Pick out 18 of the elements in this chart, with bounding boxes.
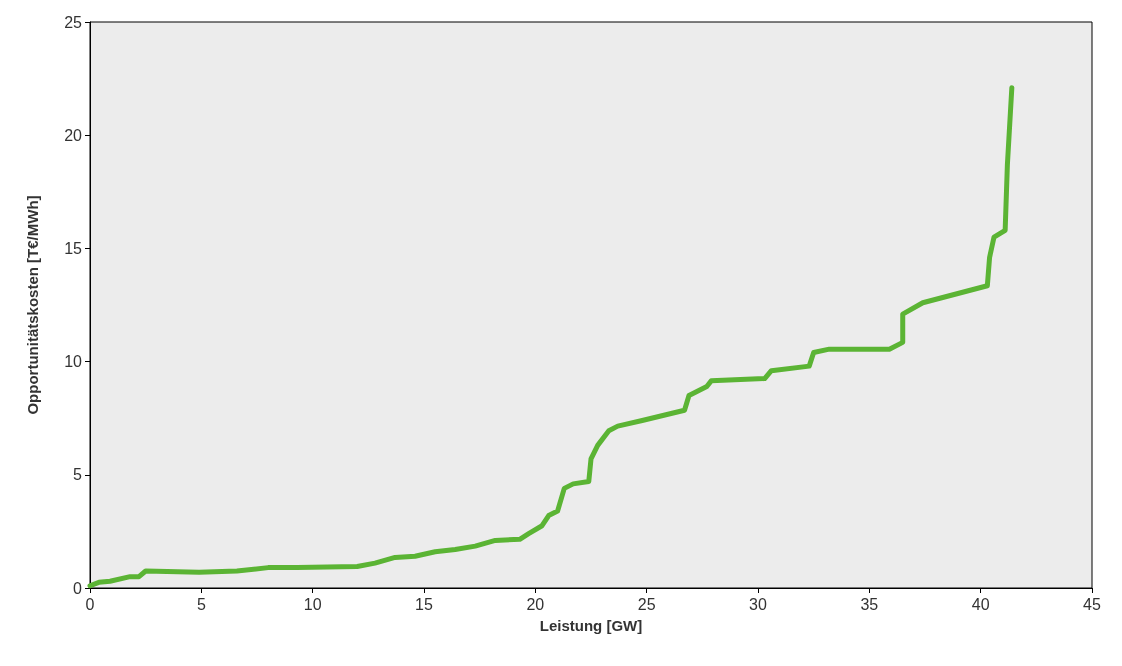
x-tick-label: 0 [85, 595, 95, 613]
y-tick-label: 5 [73, 466, 83, 484]
x-tick-label: 10 [303, 595, 322, 613]
y-tick-label: 15 [64, 239, 83, 257]
x-tick-label: 40 [971, 595, 990, 613]
x-tick-label: 15 [415, 595, 433, 613]
x-tick-label: 20 [526, 595, 545, 613]
y-tick-label: 20 [64, 126, 83, 144]
y-axis-title: Opportunitätskosten [T€/MWh] [24, 195, 41, 415]
y-tick-label: 25 [64, 13, 83, 31]
x-axis-title: Leistung [GW] [539, 617, 643, 634]
x-tick-label: 35 [860, 595, 879, 613]
x-tick-label: 30 [749, 595, 767, 613]
x-tick-label: 25 [637, 595, 656, 613]
y-tick-label: 10 [64, 353, 83, 371]
x-tick-label: 5 [196, 595, 206, 613]
x-tick-label: 45 [1083, 595, 1101, 613]
y-tick-label: 0 [73, 579, 83, 597]
